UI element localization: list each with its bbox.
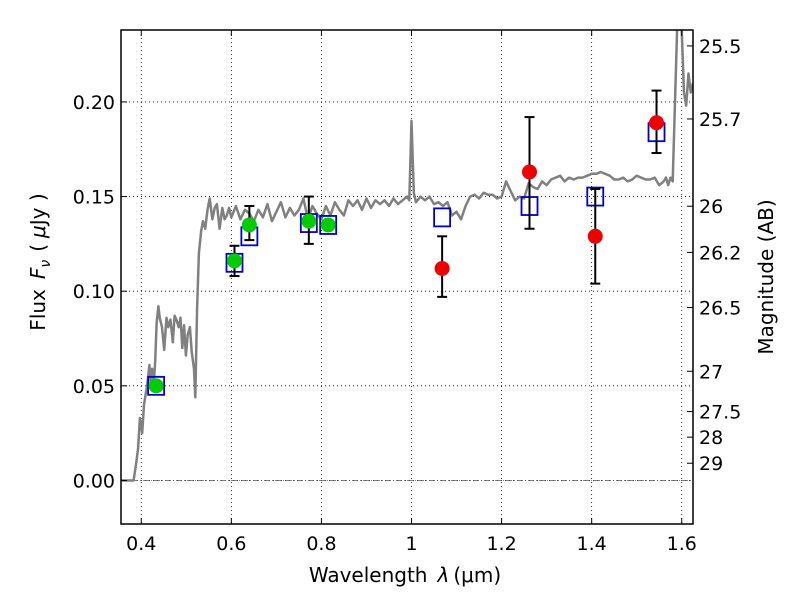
x-axis-label: Wavelength λ (μm) <box>309 563 501 587</box>
magnitude-tick-label: 29 <box>699 453 723 475</box>
magnitude-tick-label: 25.7 <box>699 109 741 131</box>
red-photometry-point <box>434 260 450 276</box>
green-photometry-point <box>301 213 317 229</box>
model-spectrum-line <box>121 30 693 482</box>
y-tick-label: 0.05 <box>73 376 115 398</box>
plot-frame <box>120 29 694 525</box>
plot-area <box>121 30 693 482</box>
green-photometry-point <box>148 378 164 394</box>
x-tick-label: 0.6 <box>216 533 246 555</box>
green-photometry-point <box>320 217 336 233</box>
axis-ticks: 0.4 0.6 0.8 1 1.2 1.4 1.6 0.00 0.05 0.10 0.15 0.20 2… <box>73 30 741 555</box>
data-series <box>121 30 693 482</box>
red-photometry-point <box>587 228 603 244</box>
magnitude-tick-label: 26 <box>699 196 723 218</box>
y-tick-label: 0.00 <box>73 470 115 492</box>
magnitude-tick-label: 28 <box>699 427 723 449</box>
green-photometry-point <box>226 253 242 269</box>
model-square-point <box>433 207 452 228</box>
model-square-point <box>147 375 166 396</box>
x-tick-label: 1.2 <box>486 533 516 555</box>
y-tick-label: 0.10 <box>73 281 115 303</box>
green-photometry-point <box>241 217 257 233</box>
magnitude-tick-label: 26.5 <box>699 297 741 319</box>
grid <box>121 30 693 524</box>
magnitude-tick-label: 27 <box>699 361 723 383</box>
magnitude-tick-label: 27.5 <box>699 402 741 424</box>
x-tick-label: 1 <box>405 533 417 555</box>
y-tick-label: 0.20 <box>73 92 115 114</box>
y-axis-label: FluxFν(μJy ) <box>26 193 54 330</box>
x-tick-label: 1.6 <box>667 533 697 555</box>
red-photometry-point <box>649 115 665 131</box>
x-tick-label: 1.4 <box>577 533 607 555</box>
x-tick-label: 0.8 <box>306 533 336 555</box>
magnitude-tick-label: 25.5 <box>699 36 741 58</box>
y-tick-label: 0.15 <box>73 187 115 209</box>
magnitude-axis-label: Magnitude (AB) <box>754 199 778 354</box>
red-photometry-point <box>522 164 538 180</box>
model-square-point <box>319 215 338 235</box>
x-tick-label: 0.4 <box>126 533 156 555</box>
magnitude-tick-label: 26.2 <box>699 242 741 264</box>
